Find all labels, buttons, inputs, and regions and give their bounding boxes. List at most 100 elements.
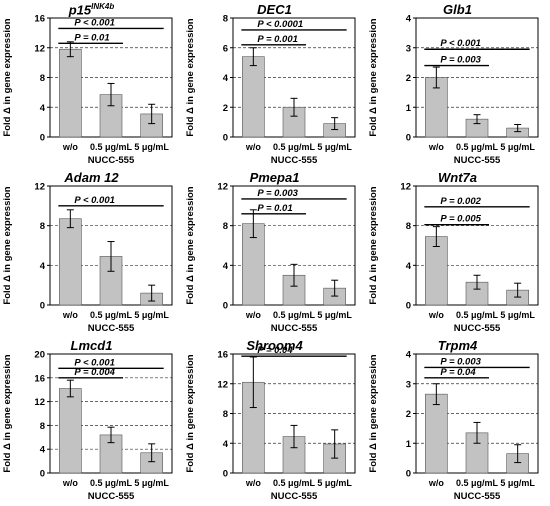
y-tick-label: 8 [406, 221, 411, 232]
y-axis-title: Fold Δ in gene expression [2, 354, 13, 472]
y-tick-label: 16 [217, 350, 228, 361]
chart-svg: 0 4 8 12 16 w/o 0.5 μg/mL 5 μg/mL P < 0.001 P = 0… [2, 14, 173, 166]
y-axis-title: Fold Δ in gene expression [368, 18, 379, 136]
y-tick-label: 3 [406, 379, 411, 390]
y-axis-title: Fold Δ in gene expression [2, 18, 13, 136]
x-tick-label: 5 μg/mL [317, 310, 352, 320]
x-tick-label: 0.5 μg/mL [456, 478, 499, 488]
chart-title-text: Adam 12 [64, 170, 119, 185]
chart-svg: 0 2 4 6 8 w/o 0.5 μg/mL 5 μg/mL P < 0.0001 P = 0.… [185, 14, 356, 166]
y-tick-label: 0 [223, 301, 228, 312]
chart-panel-8: 0 4 8 12 16 w/o 0.5 μg/mL 5 μg/mL P = 0.04 NUCC-5… [183, 336, 366, 504]
significance-label: P = 0.001 [257, 34, 298, 45]
y-tick-label: 0 [223, 133, 228, 144]
x-tick-label: w/o [62, 478, 79, 488]
chart-title: Adam 12 [0, 170, 183, 185]
y-tick-label: 12 [217, 379, 228, 390]
y-tick-label: 4 [40, 261, 46, 272]
x-tick-label: w/o [428, 310, 445, 320]
chart-svg: 0 1 2 3 4 w/o 0.5 μg/mL 5 μg/mL P < 0.001 P = 0.0… [368, 14, 539, 166]
x-tick-label: 5 μg/mL [500, 142, 535, 152]
x-axis-title: NUCC-555 [454, 155, 501, 166]
chart-title-text: Wnt7a [438, 170, 477, 185]
y-tick-label: 4 [406, 350, 412, 361]
significance-label: P = 0.002 [440, 196, 481, 207]
x-tick-label: w/o [245, 478, 262, 488]
chart-svg: 0 4 8 12 w/o 0.5 μg/mL 5 μg/mL P < 0.001 NUCC-55… [2, 182, 173, 334]
bar [59, 48, 82, 138]
significance-label: P < 0.001 [74, 357, 115, 368]
y-tick-label: 8 [223, 221, 228, 232]
chart-panel-9: 0 1 2 3 4 w/o 0.5 μg/mL 5 μg/mL P = 0.003 P = 0.0… [366, 336, 549, 504]
chart-title: Shroom4 [183, 338, 366, 353]
bar [242, 56, 265, 138]
y-tick-label: 12 [34, 182, 45, 193]
x-tick-label: w/o [245, 142, 262, 152]
x-tick-label: 5 μg/mL [134, 142, 169, 152]
x-tick-label: w/o [428, 478, 445, 488]
y-tick-label: 12 [34, 397, 45, 408]
x-tick-label: 5 μg/mL [500, 310, 535, 320]
y-tick-label: 20 [34, 350, 45, 361]
x-tick-label: 0.5 μg/mL [273, 478, 316, 488]
y-tick-label: 4 [40, 445, 46, 456]
x-tick-label: 0.5 μg/mL [90, 142, 133, 152]
y-tick-label: 8 [40, 73, 45, 84]
significance-label: P = 0.003 [257, 188, 298, 199]
y-tick-label: 4 [223, 261, 229, 272]
chart-svg: 0 4 8 12 w/o 0.5 μg/mL 5 μg/mL P = 0.003 P = 0.0… [185, 182, 356, 334]
chart-title-text: Glb1 [443, 2, 472, 17]
chart-title: Glb1 [366, 2, 549, 17]
x-axis-title: NUCC-555 [88, 155, 135, 166]
y-axis-title: Fold Δ in gene expression [2, 186, 13, 304]
chart-title: Wnt7a [366, 170, 549, 185]
x-axis-title: NUCC-555 [271, 323, 318, 334]
chart-title-text: p15 [68, 2, 92, 18]
chart-title: p15INK4b [0, 2, 183, 17]
y-axis-title: Fold Δ in gene expression [368, 354, 379, 472]
x-tick-label: 0.5 μg/mL [273, 310, 316, 320]
x-tick-label: w/o [62, 142, 79, 152]
y-axis-title: Fold Δ in gene expression [368, 186, 379, 304]
significance-label: P = 0.003 [440, 356, 481, 367]
y-tick-label: 2 [406, 409, 411, 420]
significance-label: P < 0.0001 [257, 19, 303, 30]
x-tick-label: 5 μg/mL [500, 478, 535, 488]
x-tick-label: 5 μg/mL [134, 478, 169, 488]
y-tick-label: 0 [406, 301, 411, 312]
x-tick-label: 0.5 μg/mL [273, 142, 316, 152]
chart-title: Trpm4 [366, 338, 549, 353]
y-tick-label: 4 [406, 261, 412, 272]
x-axis-title: NUCC-555 [454, 323, 501, 334]
y-tick-label: 2 [406, 73, 411, 84]
significance-label: P < 0.001 [74, 17, 115, 28]
y-tick-label: 8 [40, 221, 45, 232]
y-tick-label: 4 [406, 14, 412, 25]
chart-title-text: Lmcd1 [70, 338, 113, 353]
x-tick-label: 5 μg/mL [317, 478, 352, 488]
y-axis-title: Fold Δ in gene expression [185, 354, 196, 472]
chart-panel-3: 0 1 2 3 4 w/o 0.5 μg/mL 5 μg/mL P < 0.001 P = 0.0… [366, 0, 549, 168]
y-tick-label: 0 [40, 301, 45, 312]
significance-label: P = 0.005 [440, 214, 481, 225]
significance-label: P = 0.004 [74, 367, 115, 378]
x-tick-label: 0.5 μg/mL [90, 478, 133, 488]
y-tick-label: 0 [223, 469, 228, 480]
x-axis-title: NUCC-555 [271, 155, 318, 166]
y-tick-label: 2 [223, 103, 228, 114]
y-tick-label: 0 [40, 133, 45, 144]
bar [59, 388, 82, 474]
significance-label: P < 0.001 [440, 38, 481, 49]
x-axis-title: NUCC-555 [454, 491, 501, 502]
chart-panel-7: 0 4 8 12 16 20 w/o 0.5 μg/mL 5 μg/mL P < 0.001 P =… [0, 336, 183, 504]
chart-svg: 0 4 8 12 w/o 0.5 μg/mL 5 μg/mL P = 0.002 P = 0.0… [368, 182, 539, 334]
y-tick-label: 12 [217, 182, 228, 193]
y-tick-label: 8 [40, 421, 45, 432]
significance-label: P = 0.01 [74, 32, 109, 43]
x-axis-title: NUCC-555 [88, 323, 135, 334]
y-tick-label: 8 [223, 14, 228, 25]
chart-panel-2: 0 2 4 6 8 w/o 0.5 μg/mL 5 μg/mL P < 0.0001 P = 0.… [183, 0, 366, 168]
chart-title-text: Pmepa1 [249, 170, 300, 185]
